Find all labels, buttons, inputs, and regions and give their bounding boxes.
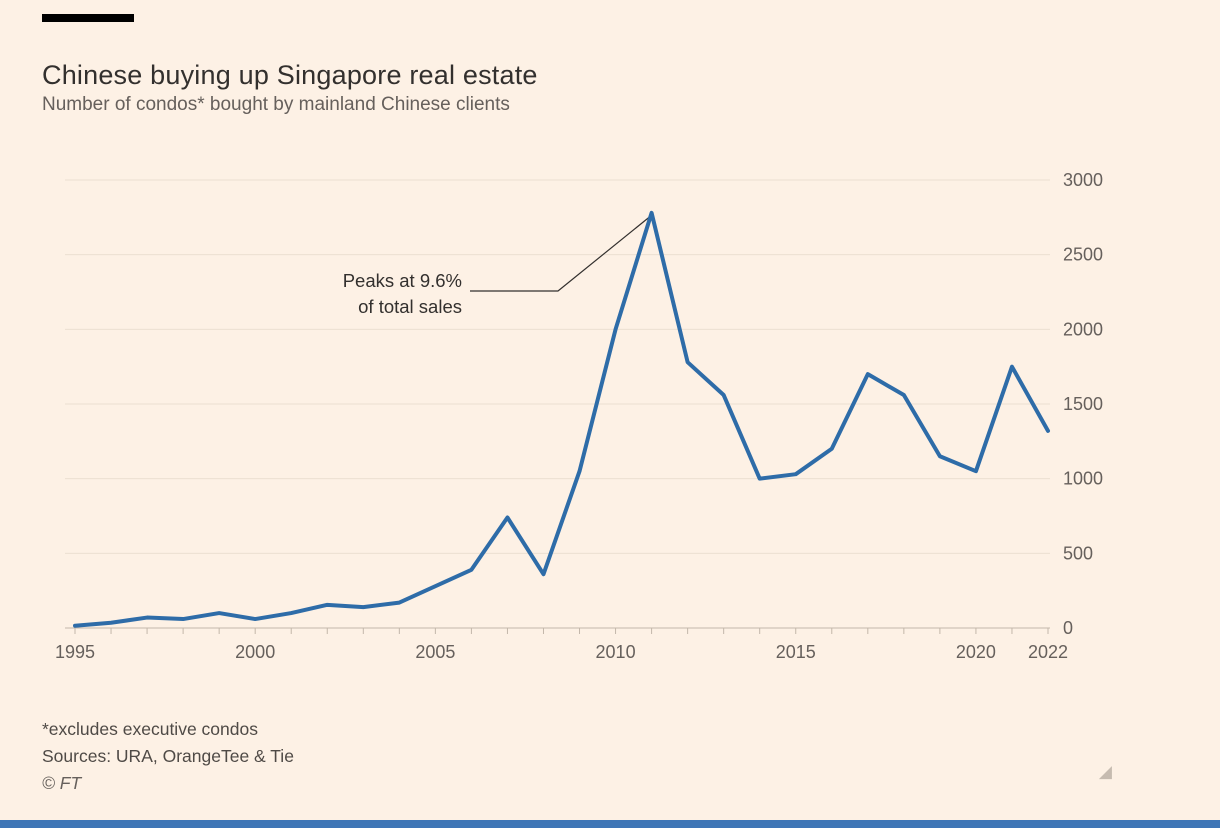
bottom-accent-bar [0, 820, 1220, 828]
peak-annotation: Peaks at 9.6% of total sales [202, 268, 462, 320]
resize-handle-icon[interactable]: ◢ [1098, 762, 1112, 781]
svg-text:2500: 2500 [1063, 245, 1103, 265]
svg-text:0: 0 [1063, 618, 1073, 638]
footnote-copyright: © FT [42, 773, 82, 793]
svg-text:500: 500 [1063, 543, 1093, 563]
x-axis-ticks [74, 628, 1049, 634]
svg-text:1000: 1000 [1063, 469, 1103, 489]
footnote-sources: Sources: URA, OrangeTee & Tie [42, 746, 294, 766]
svg-text:2000: 2000 [1063, 319, 1103, 339]
svg-text:2000: 2000 [235, 642, 275, 662]
line-chart-svg: 0 500 1000 1500 2000 2500 3000 1995 2000 2005 2010… [55, 170, 1103, 662]
ft-accent-bar [42, 14, 134, 22]
svg-text:2010: 2010 [596, 642, 636, 662]
svg-text:2005: 2005 [415, 642, 455, 662]
svg-text:2020: 2020 [956, 642, 996, 662]
peak-annotation-line2: of total sales [358, 296, 462, 317]
chart-title: Chinese buying up Singapore real estate [42, 60, 538, 91]
footnotes: *excludes executive condos Sources: URA,… [42, 716, 294, 797]
chart-subtitle: Number of condos* bought by mainland Chi… [42, 94, 510, 115]
line-chart: 0 500 1000 1500 2000 2500 3000 1995 2000 2005 2010… [0, 150, 1220, 670]
peak-annotation-line1: Peaks at 9.6% [342, 270, 462, 291]
svg-text:1995: 1995 [55, 642, 95, 662]
svg-text:2022: 2022 [1028, 642, 1068, 662]
annotation-leader-line [470, 216, 650, 292]
x-axis-labels: 1995 2000 2005 2010 2015 2020 2022 [55, 642, 1068, 662]
svg-text:2015: 2015 [776, 642, 816, 662]
data-series-line [73, 210, 1050, 628]
svg-text:1500: 1500 [1063, 394, 1103, 414]
y-axis-labels: 0 500 1000 1500 2000 2500 3000 [1063, 170, 1103, 638]
svg-text:3000: 3000 [1063, 170, 1103, 190]
footnote-asterisk: *excludes executive condos [42, 719, 258, 739]
gridlines [65, 179, 1050, 629]
